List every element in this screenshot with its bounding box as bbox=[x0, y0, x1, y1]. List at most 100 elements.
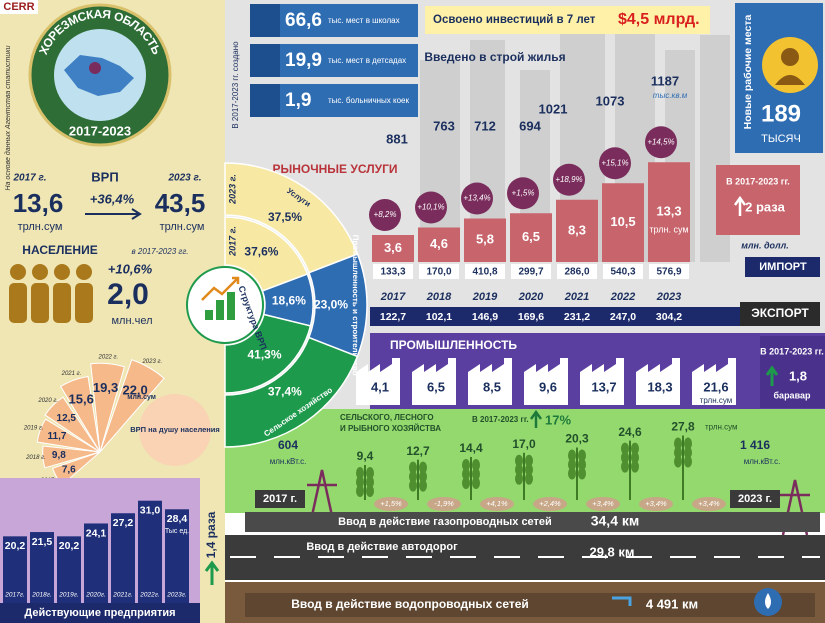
gas-pipe bbox=[245, 512, 820, 532]
export-value: 102,1 bbox=[426, 311, 452, 323]
market-title: РЫНОЧНЫЕ УСЛУГИ bbox=[272, 162, 397, 176]
agriculture-value: 20,3 bbox=[565, 432, 589, 446]
agri-growth-oval bbox=[692, 497, 726, 511]
person-body bbox=[75, 283, 93, 323]
wheat-grain bbox=[409, 461, 417, 474]
market-value: 10,5 bbox=[610, 214, 635, 229]
water-pipe bbox=[245, 593, 815, 617]
per-capita-value: 19,3 bbox=[93, 380, 118, 395]
enterprise-bar bbox=[138, 500, 162, 603]
housing-title: Введено в строй жилья bbox=[424, 50, 565, 64]
industry-value: 8,5 bbox=[483, 379, 501, 394]
growth-bubble bbox=[507, 177, 539, 210]
import-truck bbox=[745, 257, 820, 277]
market-growth: +10,1% bbox=[417, 203, 444, 212]
label: трлн.сум bbox=[18, 221, 63, 233]
enterprises-band bbox=[0, 603, 200, 623]
wheat-grain bbox=[578, 449, 586, 462]
per-capita-petal bbox=[42, 445, 101, 469]
import-value: 133,3 bbox=[380, 267, 405, 278]
year-label: 2022 bbox=[610, 291, 635, 303]
label: 2023 г. bbox=[167, 173, 201, 184]
enterprise-year: 2017г. bbox=[4, 592, 25, 599]
wheat-grain bbox=[621, 442, 629, 455]
faucet bbox=[612, 596, 632, 606]
enterprise-year: 2022г. bbox=[139, 592, 160, 599]
per-capita-title: ВРП на душу населения bbox=[130, 425, 220, 434]
per-capita-petal bbox=[44, 396, 101, 453]
wheat-grain bbox=[674, 455, 682, 468]
export-value: 304,2 bbox=[656, 311, 682, 323]
created-value: 19,9 bbox=[285, 50, 322, 71]
created-value: 66,6 bbox=[285, 10, 322, 31]
enterprise-bar bbox=[30, 532, 54, 603]
grp-start: 13,6 bbox=[13, 188, 64, 218]
enterprise-year: 2021г. bbox=[112, 592, 133, 599]
wheat-grain bbox=[631, 442, 639, 455]
agriculture-unit: трлн.сум bbox=[705, 423, 738, 432]
jobs-icon-head bbox=[781, 48, 799, 66]
wheat-grain bbox=[356, 484, 364, 497]
center-icon-bar bbox=[205, 310, 213, 320]
import-value: 170,0 bbox=[426, 267, 451, 278]
grp-arrow bbox=[85, 208, 142, 220]
enterprise-bar bbox=[111, 513, 135, 603]
growth-bubble bbox=[553, 163, 585, 196]
label: в 2017-2023 гг. bbox=[132, 247, 189, 256]
period: 2017-2023 bbox=[69, 123, 131, 138]
jobs-icon-body bbox=[775, 75, 805, 85]
agriculture-value: 24,6 bbox=[618, 425, 642, 439]
market-growth: +15,1% bbox=[601, 158, 628, 167]
industry-value: 9,6 bbox=[539, 379, 557, 394]
wheat-grain bbox=[631, 451, 639, 464]
agriculture-growth: -1,9% bbox=[434, 499, 454, 508]
label: Ввод в действие водопроводных сетей bbox=[291, 597, 529, 611]
export-value: 247,0 bbox=[610, 311, 636, 323]
label: 34,4 км bbox=[591, 513, 640, 529]
import-cell bbox=[465, 264, 505, 279]
export-title: ЭКСПОРТ bbox=[751, 306, 809, 320]
per-capita-year: 2023 г. bbox=[141, 359, 162, 365]
enterprise-year: 2018г. bbox=[31, 592, 52, 599]
structure-year: 2023 г. bbox=[227, 174, 237, 205]
wheat-grain bbox=[356, 475, 364, 488]
label: 2 раза bbox=[745, 199, 785, 214]
wheat-grain bbox=[684, 455, 692, 468]
label: Освоено инвестиций в 7 лет bbox=[433, 14, 596, 26]
wheat-grain bbox=[568, 467, 576, 480]
agriculture-growth: +3,4% bbox=[645, 499, 667, 508]
wheat-grain bbox=[366, 466, 374, 479]
export-value: 169,6 bbox=[518, 311, 544, 323]
enterprise-value: 20,2 bbox=[59, 540, 80, 552]
grp-end: 43,5 bbox=[155, 188, 206, 218]
per-capita-value: 7,6 bbox=[62, 465, 76, 476]
enterprise-value: 20,2 bbox=[5, 540, 26, 552]
per-capita-value: 11,7 bbox=[48, 431, 67, 442]
wheat-grain bbox=[578, 458, 586, 471]
import-cell bbox=[557, 264, 597, 279]
wheat-grain bbox=[409, 470, 417, 483]
enterprise-value: 24,1 bbox=[86, 527, 107, 539]
structure-center bbox=[186, 266, 264, 344]
market-value: 13,3 bbox=[656, 204, 681, 219]
factory bbox=[636, 358, 680, 405]
person-head bbox=[32, 264, 48, 280]
wheat-grain bbox=[684, 446, 692, 459]
label: 2023 г. bbox=[738, 493, 772, 505]
industry-value: 18,3 bbox=[647, 379, 672, 394]
market-unit: трлн. сум bbox=[649, 225, 688, 235]
person-head bbox=[54, 264, 70, 280]
structure-segment bbox=[224, 313, 312, 394]
per-capita-petal bbox=[59, 375, 101, 453]
investment-value: $4,5 млрд. bbox=[618, 11, 700, 28]
market-bar bbox=[648, 162, 690, 262]
year-label: 2017 bbox=[380, 291, 406, 303]
housing-value: 763 bbox=[433, 118, 455, 133]
enterprise-value: 31,0 bbox=[140, 504, 161, 516]
market-value: 3,6 bbox=[384, 240, 402, 255]
enterprise-value: 27,2 bbox=[113, 517, 134, 529]
per-capita-petal bbox=[99, 359, 165, 453]
market-growth: +8,2% bbox=[374, 210, 397, 219]
year-label: 2023 bbox=[656, 291, 681, 303]
agriculture-value: 17,0 bbox=[512, 437, 536, 451]
